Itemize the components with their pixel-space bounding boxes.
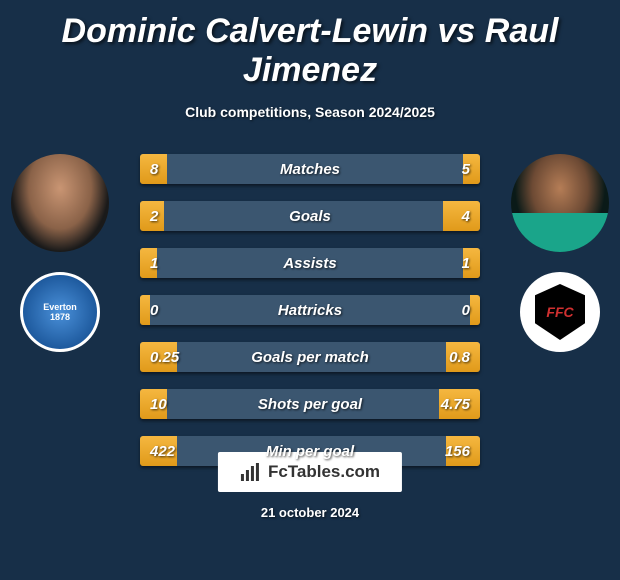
stat-bars: 8Matches5 2Goals4 1Assists1 0Hattricks0 0.25… xyxy=(140,154,480,466)
club1-badge: Everton 1878 xyxy=(20,272,100,352)
stat-value-right: 156 xyxy=(445,443,470,460)
stat-value-right: 5 xyxy=(462,161,470,178)
date-text: 21 october 2024 xyxy=(0,505,620,520)
player1-name: Dominic Calvert-Lewin xyxy=(62,12,429,50)
page-title: Dominic Calvert-Lewin vs Raul Jimenez xyxy=(0,0,620,90)
stat-label: Goals per match xyxy=(140,349,480,366)
stat-value-right: 0.8 xyxy=(449,349,470,366)
chart-icon xyxy=(240,462,260,482)
subtitle: Club competitions, Season 2024/2025 xyxy=(0,104,620,120)
stat-row: 1Assists1 xyxy=(140,248,480,278)
stat-value-right: 4 xyxy=(462,208,470,225)
player2-avatar xyxy=(511,154,609,252)
stat-row: 8Matches5 xyxy=(140,154,480,184)
stat-row: 2Goals4 xyxy=(140,201,480,231)
stat-label: Shots per goal xyxy=(140,396,480,413)
right-column xyxy=(500,154,620,352)
stat-value-right: 4.75 xyxy=(441,396,470,413)
club1-label: Everton xyxy=(43,302,77,312)
stat-label: Assists xyxy=(140,255,480,272)
left-column: Everton 1878 xyxy=(0,154,120,352)
stat-label: Goals xyxy=(140,208,480,225)
club1-year: 1878 xyxy=(50,312,70,322)
comparison-content: Everton 1878 8Matches5 2Goals4 1Assists1 0H… xyxy=(0,154,620,484)
stat-value-right: 1 xyxy=(462,255,470,272)
club2-badge xyxy=(520,272,600,352)
stat-row: 0Hattricks0 xyxy=(140,295,480,325)
stat-label: Hattricks xyxy=(140,302,480,319)
player1-avatar xyxy=(11,154,109,252)
source-text: FcTables.com xyxy=(268,462,380,482)
vs-label: vs xyxy=(438,12,476,50)
stat-label: Matches xyxy=(140,161,480,178)
stat-row: 0.25Goals per match0.8 xyxy=(140,342,480,372)
stat-value-right: 0 xyxy=(462,302,470,319)
stat-label: Min per goal xyxy=(140,443,480,460)
stat-row: 10Shots per goal4.75 xyxy=(140,389,480,419)
